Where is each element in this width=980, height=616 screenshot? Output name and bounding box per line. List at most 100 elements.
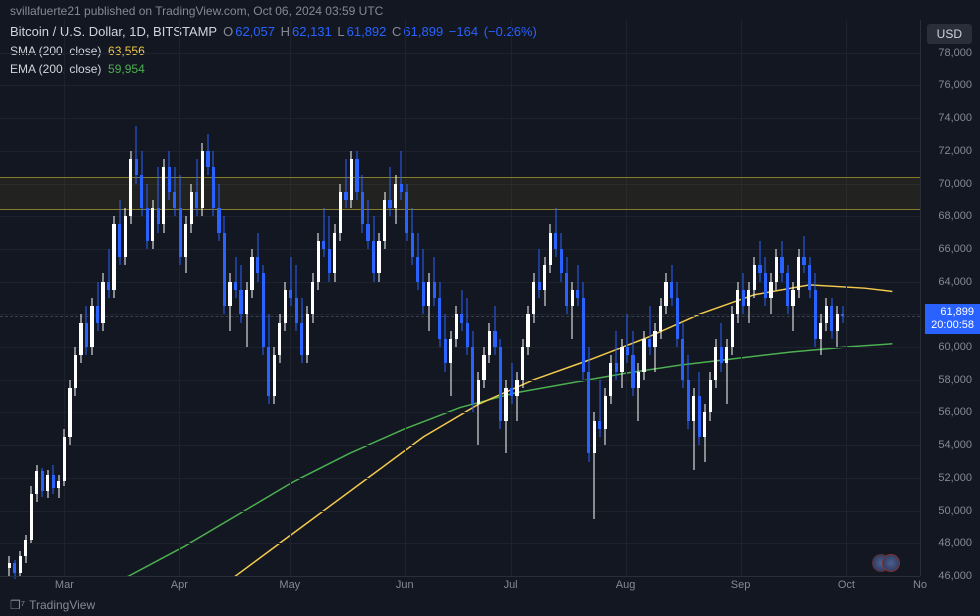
candle — [295, 265, 298, 330]
candle — [676, 282, 679, 347]
candle — [802, 236, 805, 274]
candle — [703, 404, 706, 461]
y-tick-label: 66,000 — [938, 243, 972, 255]
candle — [742, 273, 745, 314]
x-tick-label: May — [279, 579, 300, 591]
candle — [471, 331, 474, 413]
candle — [466, 298, 469, 355]
candle — [394, 175, 397, 224]
candle — [758, 241, 761, 282]
candle — [681, 323, 684, 388]
candle — [168, 151, 171, 200]
candle — [764, 257, 767, 306]
candle — [135, 126, 138, 183]
candle — [96, 282, 99, 331]
candle — [41, 468, 44, 497]
candle — [361, 175, 364, 232]
candle — [797, 249, 800, 298]
candle — [791, 282, 794, 331]
candle — [775, 249, 778, 290]
y-tick-label: 54,000 — [938, 439, 972, 451]
candle — [736, 282, 739, 323]
candle — [560, 233, 563, 282]
candle — [626, 314, 629, 363]
candle — [173, 167, 176, 216]
candle — [438, 282, 441, 347]
y-tick-label: 48,000 — [938, 537, 972, 549]
candle — [140, 151, 143, 216]
candle — [433, 257, 436, 306]
tradingview-logo: ❒⁷ TradingView — [10, 598, 95, 612]
candle — [118, 200, 121, 265]
candle — [339, 184, 342, 241]
chart-canvas[interactable] — [0, 20, 920, 576]
candle — [311, 273, 314, 322]
publish-info: svillafuerte21 published on TradingView.… — [10, 4, 383, 18]
candle — [184, 216, 187, 273]
candle — [631, 331, 634, 396]
candle — [162, 159, 165, 233]
candle — [493, 306, 496, 355]
y-tick-label: 52,000 — [938, 472, 972, 484]
candle — [825, 298, 828, 331]
candle — [306, 306, 309, 363]
candle — [664, 273, 667, 314]
candle — [322, 208, 325, 257]
candle — [780, 241, 783, 282]
candle — [223, 216, 226, 314]
candle — [720, 323, 723, 372]
candle — [388, 167, 391, 216]
candle — [709, 372, 712, 421]
candle — [405, 184, 408, 241]
candle — [444, 314, 447, 371]
candle — [157, 167, 160, 232]
candle — [593, 412, 596, 518]
candle — [571, 282, 574, 339]
candle — [90, 298, 93, 355]
candle — [262, 265, 265, 355]
candle — [769, 273, 772, 314]
candle — [46, 470, 49, 498]
candle — [74, 347, 77, 396]
candle — [179, 175, 182, 265]
y-axis[interactable]: 46,00048,00050,00052,00054,00056,00058,0… — [920, 20, 980, 576]
candle — [587, 347, 590, 461]
y-tick-label: 68,000 — [938, 210, 972, 222]
candle — [284, 282, 287, 331]
candle — [753, 257, 756, 298]
candle — [515, 372, 518, 421]
candle — [477, 372, 480, 446]
candle — [68, 380, 71, 445]
candle — [278, 314, 281, 363]
candle — [526, 306, 529, 355]
candle — [256, 233, 259, 282]
candle — [24, 535, 27, 563]
logo-icon: ❒⁷ — [10, 598, 25, 612]
candle — [698, 372, 701, 446]
candle — [565, 257, 568, 314]
y-tick-label: 64,000 — [938, 276, 972, 288]
candle — [195, 159, 198, 216]
candle — [659, 298, 662, 339]
candle — [146, 184, 149, 249]
candle — [714, 339, 717, 388]
candle — [267, 314, 270, 404]
candle — [201, 143, 204, 217]
candle — [129, 151, 132, 225]
event-icon[interactable] — [882, 554, 900, 572]
candle — [543, 257, 546, 306]
y-tick-label: 78,000 — [938, 47, 972, 59]
candle — [830, 298, 833, 339]
candle — [747, 282, 750, 323]
candle — [532, 273, 535, 322]
x-tick-label: Sep — [731, 579, 751, 591]
x-axis[interactable]: MarAprMayJunJulAugSepOctNo — [0, 576, 920, 594]
candle — [549, 224, 552, 273]
candle — [819, 314, 822, 355]
candle — [289, 257, 292, 306]
candle — [344, 159, 347, 208]
resistance-zone — [0, 177, 920, 210]
candle — [620, 339, 623, 388]
candle — [35, 465, 38, 503]
candle — [836, 306, 839, 347]
